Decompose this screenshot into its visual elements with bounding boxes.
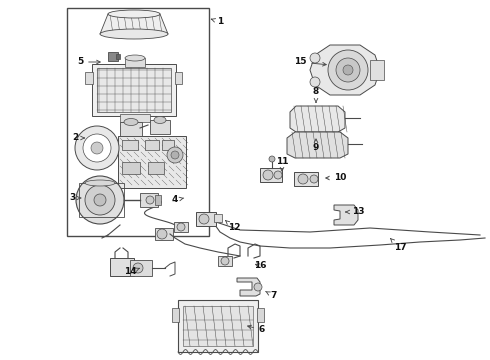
Bar <box>85 72 93 84</box>
Circle shape <box>343 65 353 75</box>
Ellipse shape <box>85 180 115 186</box>
Bar <box>294 172 318 186</box>
Bar <box>145 140 159 150</box>
Circle shape <box>298 174 308 184</box>
Text: 10: 10 <box>326 174 346 183</box>
Circle shape <box>310 53 320 63</box>
Circle shape <box>157 229 167 239</box>
Circle shape <box>85 185 115 215</box>
Bar <box>130 260 152 276</box>
Text: 7: 7 <box>266 291 277 301</box>
Bar <box>218 256 232 266</box>
Bar <box>118 136 186 188</box>
Bar <box>122 162 140 174</box>
Bar <box>120 122 142 136</box>
Text: 11: 11 <box>276 158 288 171</box>
Circle shape <box>310 77 320 87</box>
Ellipse shape <box>125 55 145 61</box>
Circle shape <box>83 134 111 162</box>
Circle shape <box>221 257 229 265</box>
Bar <box>214 214 222 222</box>
Circle shape <box>274 171 282 179</box>
Text: 13: 13 <box>346 207 364 216</box>
Text: 4: 4 <box>172 195 184 204</box>
Ellipse shape <box>100 29 168 39</box>
Circle shape <box>171 151 179 159</box>
Ellipse shape <box>124 118 138 126</box>
Bar <box>196 212 216 226</box>
Text: 16: 16 <box>254 261 266 270</box>
Circle shape <box>199 214 209 224</box>
Circle shape <box>146 196 154 204</box>
Bar <box>140 193 158 207</box>
Bar <box>79 183 124 217</box>
Text: 12: 12 <box>225 221 240 233</box>
Text: 2: 2 <box>72 134 84 143</box>
Bar <box>110 258 134 276</box>
Text: 15: 15 <box>294 58 326 67</box>
Circle shape <box>336 58 360 82</box>
Text: 6: 6 <box>247 325 265 334</box>
Bar <box>162 140 174 150</box>
Circle shape <box>167 147 183 163</box>
Bar <box>97 68 171 112</box>
Polygon shape <box>100 14 168 34</box>
Bar <box>67 8 209 236</box>
Text: 9: 9 <box>313 139 319 153</box>
Polygon shape <box>334 205 358 225</box>
Text: 8: 8 <box>313 87 319 102</box>
Circle shape <box>133 263 143 273</box>
Ellipse shape <box>108 10 160 18</box>
Bar <box>120 114 150 122</box>
Polygon shape <box>237 278 260 296</box>
Bar <box>92 64 176 116</box>
Bar <box>155 228 173 240</box>
Text: 5: 5 <box>77 58 100 67</box>
Circle shape <box>269 156 275 162</box>
Bar <box>108 52 118 61</box>
Ellipse shape <box>154 117 166 123</box>
Circle shape <box>177 223 185 231</box>
Text: 17: 17 <box>391 239 406 252</box>
Bar <box>122 140 138 150</box>
Bar <box>150 120 170 134</box>
Text: 14: 14 <box>123 267 139 276</box>
Bar <box>183 306 253 346</box>
Bar <box>116 54 120 59</box>
Polygon shape <box>310 45 380 95</box>
Text: 3: 3 <box>69 194 81 202</box>
Polygon shape <box>290 106 345 132</box>
Bar <box>260 168 282 182</box>
Bar <box>178 300 258 352</box>
Text: 1: 1 <box>211 18 223 27</box>
Bar <box>155 195 161 205</box>
Bar <box>125 58 145 67</box>
Bar <box>257 308 264 322</box>
Circle shape <box>263 170 273 180</box>
Circle shape <box>94 194 106 206</box>
Circle shape <box>76 176 124 224</box>
Circle shape <box>328 50 368 90</box>
Circle shape <box>75 126 119 170</box>
Bar <box>148 162 164 174</box>
Circle shape <box>91 142 103 154</box>
Bar <box>370 60 384 80</box>
Polygon shape <box>287 132 348 158</box>
Bar <box>174 222 188 232</box>
Bar <box>175 72 182 84</box>
Circle shape <box>254 283 262 291</box>
Circle shape <box>310 175 318 183</box>
Bar <box>172 308 179 322</box>
